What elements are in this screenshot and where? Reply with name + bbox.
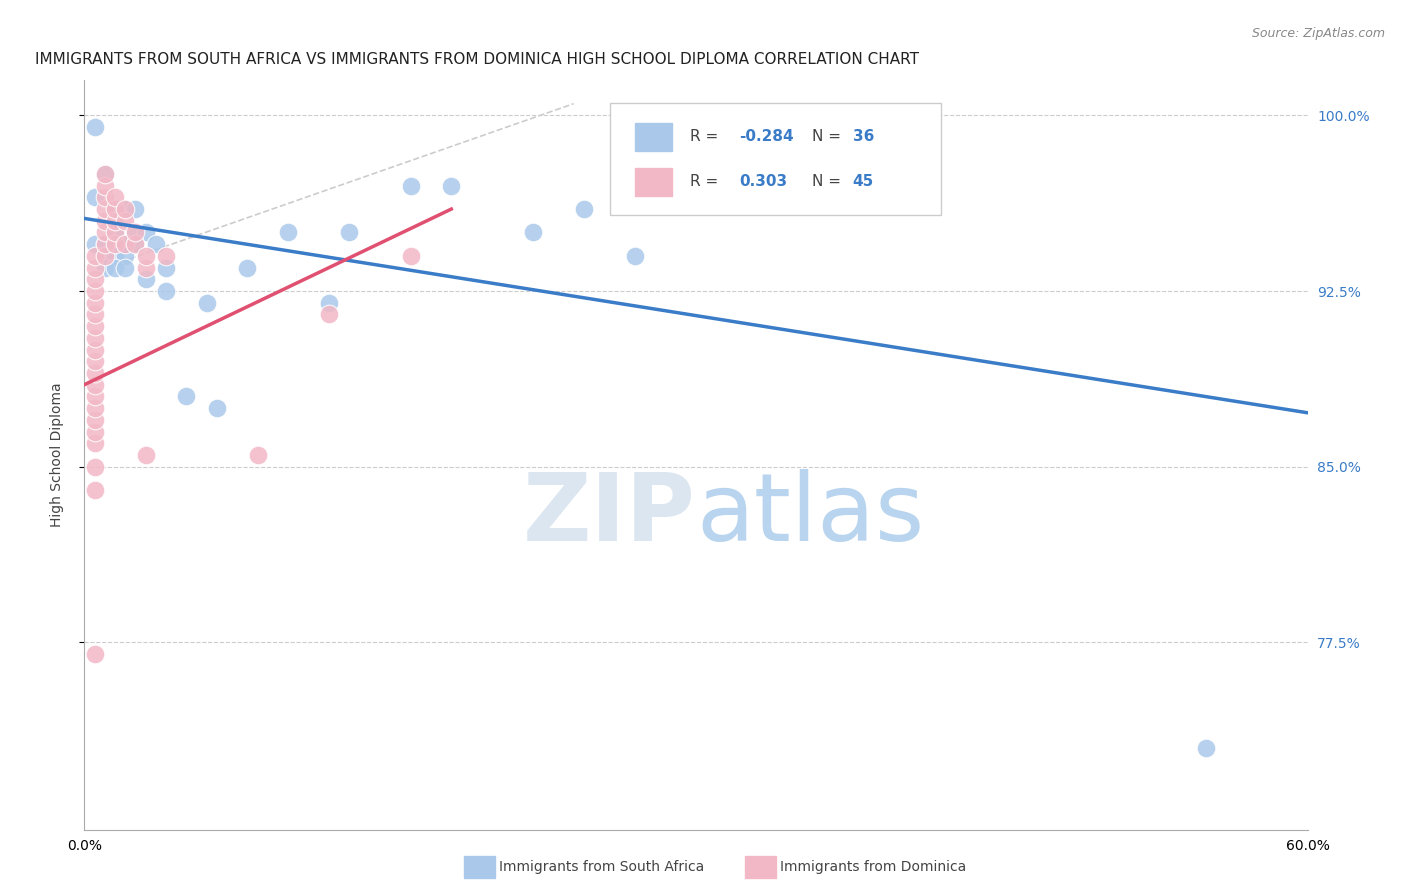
Point <box>93 237 115 252</box>
Point <box>93 167 115 181</box>
Text: Immigrants from South Africa: Immigrants from South Africa <box>499 860 704 874</box>
Point <box>104 202 127 216</box>
Point <box>195 295 218 310</box>
Text: Source: ZipAtlas.com: Source: ZipAtlas.com <box>1251 27 1385 40</box>
Point <box>104 226 127 240</box>
Point <box>124 226 146 240</box>
Text: atlas: atlas <box>696 469 924 561</box>
Point <box>83 237 105 252</box>
Point <box>339 226 361 240</box>
Point <box>114 213 136 227</box>
Point <box>104 226 127 240</box>
Point <box>104 202 127 216</box>
Point <box>624 249 647 263</box>
Point <box>83 354 105 368</box>
Point <box>93 167 115 181</box>
Point <box>135 448 157 462</box>
Point <box>205 401 228 415</box>
Text: 0.303: 0.303 <box>738 174 787 189</box>
Point <box>114 202 136 216</box>
Point <box>124 237 146 252</box>
Point <box>155 284 177 298</box>
Point <box>124 237 146 252</box>
Point <box>174 389 197 403</box>
Point <box>93 202 115 216</box>
Text: 45: 45 <box>852 174 873 189</box>
Point <box>83 343 105 357</box>
Text: IMMIGRANTS FROM SOUTH AFRICA VS IMMIGRANTS FROM DOMINICA HIGH SCHOOL DIPLOMA COR: IMMIGRANTS FROM SOUTH AFRICA VS IMMIGRAN… <box>35 52 920 67</box>
Point <box>93 213 115 227</box>
Point <box>93 178 115 193</box>
Point <box>83 459 105 474</box>
Point <box>93 249 115 263</box>
Point <box>83 413 105 427</box>
Point <box>104 190 127 204</box>
Point <box>236 260 259 275</box>
Point <box>104 260 127 275</box>
Text: Immigrants from Dominica: Immigrants from Dominica <box>780 860 966 874</box>
Point <box>83 436 105 450</box>
Y-axis label: High School Diploma: High School Diploma <box>49 383 63 527</box>
Point <box>318 295 340 310</box>
FancyBboxPatch shape <box>636 123 672 152</box>
Point <box>83 647 105 661</box>
Point <box>1195 740 1218 755</box>
Point <box>145 237 167 252</box>
Text: N =: N = <box>813 129 841 144</box>
Point <box>83 366 105 380</box>
Point <box>83 319 105 334</box>
Point <box>83 260 105 275</box>
Point <box>114 237 136 252</box>
Point <box>93 226 115 240</box>
Point <box>83 272 105 286</box>
Text: R =: R = <box>690 129 718 144</box>
Point <box>104 213 127 227</box>
Point <box>155 249 177 263</box>
Point <box>83 249 105 263</box>
Point <box>114 249 136 263</box>
Point <box>104 249 127 263</box>
Point <box>83 120 105 134</box>
Point <box>93 190 115 204</box>
Text: ZIP: ZIP <box>523 469 696 561</box>
Point <box>83 331 105 345</box>
Point <box>440 178 463 193</box>
Point <box>399 178 422 193</box>
Text: 36: 36 <box>852 129 875 144</box>
Text: N =: N = <box>813 174 841 189</box>
Point <box>522 226 544 240</box>
Point <box>93 237 115 252</box>
Point <box>572 202 595 216</box>
Point <box>155 260 177 275</box>
Point <box>83 284 105 298</box>
Point <box>135 226 157 240</box>
Point <box>83 190 105 204</box>
Point <box>135 249 157 263</box>
Point <box>83 425 105 439</box>
Text: R =: R = <box>690 174 718 189</box>
Point <box>114 237 136 252</box>
Point <box>277 226 299 240</box>
Point <box>104 237 127 252</box>
Point <box>124 202 146 216</box>
Point <box>114 260 136 275</box>
Point <box>93 249 115 263</box>
Point <box>83 401 105 415</box>
FancyBboxPatch shape <box>610 103 941 215</box>
Point <box>83 377 105 392</box>
Point <box>83 389 105 403</box>
Point <box>114 202 136 216</box>
FancyBboxPatch shape <box>636 168 672 196</box>
Point <box>83 483 105 497</box>
Point <box>318 307 340 321</box>
Point <box>399 249 422 263</box>
Point <box>83 295 105 310</box>
Point <box>124 226 146 240</box>
Point <box>246 448 269 462</box>
Text: -0.284: -0.284 <box>738 129 793 144</box>
Point <box>83 307 105 321</box>
Point <box>135 272 157 286</box>
Point <box>93 260 115 275</box>
Point <box>135 260 157 275</box>
